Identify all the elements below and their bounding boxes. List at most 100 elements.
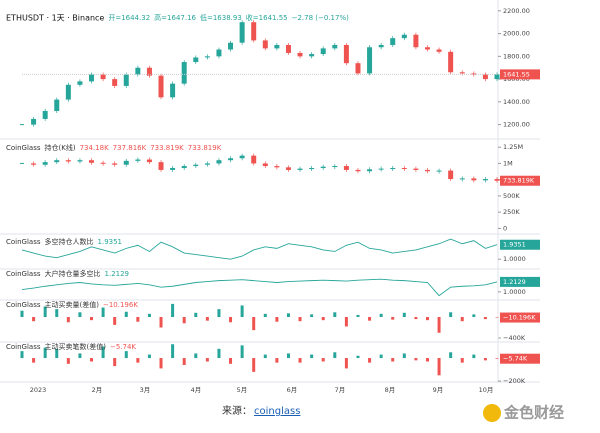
volume-bar — [78, 312, 82, 318]
volume-bar — [55, 309, 59, 318]
panel-name: 持仓(K线) — [45, 143, 76, 152]
y-tick-label: 2200.00 — [503, 7, 530, 15]
volume-bar — [368, 358, 372, 363]
volume-bar — [147, 313, 151, 318]
y-tick-label: 1200.00 — [503, 121, 530, 129]
candle-body — [424, 47, 430, 50]
footer-label: 来源： — [222, 404, 252, 417]
volume-bar — [20, 310, 24, 318]
candle-body — [390, 167, 396, 169]
panel-title: CoinGlass — [6, 270, 41, 278]
volume-bar — [43, 347, 47, 359]
volume-bar — [286, 353, 290, 359]
volume-bar — [286, 313, 290, 318]
volume-bar — [229, 358, 233, 364]
candle-body — [401, 34, 407, 39]
candle-body — [54, 160, 60, 163]
volume-bar — [310, 314, 314, 318]
volume-bar — [240, 305, 244, 318]
candle-body — [31, 118, 37, 125]
x-tick-label: 2023 — [30, 386, 47, 394]
volume-bar — [495, 317, 499, 318]
candle-body — [459, 178, 465, 180]
candle-body — [89, 74, 95, 82]
candle-body — [424, 169, 430, 172]
candle-body — [181, 62, 187, 84]
volume-bar — [101, 346, 105, 359]
volume-bar — [90, 317, 94, 321]
legend-value: 737.816K — [113, 144, 147, 152]
candle-body — [112, 163, 118, 165]
volume-bar — [472, 354, 476, 359]
volume-bar — [483, 358, 487, 361]
y-tick-label: −400K — [503, 334, 526, 342]
volume-bar — [171, 303, 175, 318]
volume-bar — [124, 351, 128, 359]
candle-body — [228, 158, 234, 161]
candle-body — [378, 168, 384, 170]
candle-body — [77, 160, 83, 162]
candle-body — [309, 54, 315, 57]
volume-bar — [310, 354, 314, 359]
current-value-label: 1.2129 — [503, 278, 526, 286]
candle-body — [332, 44, 338, 49]
candle-body — [297, 52, 303, 57]
candle-body — [216, 49, 222, 57]
y-tick-label: 250K — [503, 208, 520, 216]
volume-bar — [379, 313, 383, 318]
x-tick-label: 7月 — [335, 386, 346, 394]
volume-bar — [449, 352, 453, 359]
candle-body — [401, 167, 407, 169]
x-tick-label: 8月 — [385, 386, 396, 394]
volume-bar — [194, 312, 198, 318]
x-tick-label: 9月 — [433, 386, 444, 394]
y-tick-label: 2000.00 — [503, 30, 530, 38]
panel-title: CoinGlass — [6, 343, 41, 351]
candle-body — [355, 63, 361, 74]
volume-bar — [344, 317, 348, 327]
candle-body — [112, 79, 118, 86]
y-tick-label: 0 — [503, 224, 507, 232]
ratio-line — [21, 238, 498, 260]
volume-bar — [263, 313, 267, 318]
volume-bar — [298, 358, 302, 363]
candle-body — [262, 163, 268, 167]
current-value-box — [500, 353, 540, 364]
legend-value: −5.74K — [110, 343, 136, 351]
candle-body — [355, 169, 361, 172]
volume-bar — [252, 358, 256, 372]
volume-bar — [275, 358, 279, 363]
x-tick-label: 6月 — [287, 386, 298, 394]
candle-body — [239, 155, 245, 159]
y-tick-label: −200K — [503, 377, 526, 385]
footer-link[interactable]: coinglass — [254, 406, 300, 417]
volume-bar — [101, 307, 105, 318]
volume-bar — [379, 354, 383, 359]
legend-value: 收=1641.55 — [246, 13, 288, 22]
volume-bar — [113, 358, 117, 367]
x-tick-label: 2月 — [92, 386, 103, 394]
candle-body — [146, 159, 152, 163]
volume-bar — [263, 354, 267, 359]
candle-body — [204, 163, 210, 165]
candle-body — [274, 166, 280, 168]
candle-body — [239, 22, 245, 43]
volume-bar — [159, 358, 163, 369]
volume-bar — [391, 358, 395, 362]
x-tick-label: 5月 — [237, 386, 248, 394]
volume-bar — [356, 314, 360, 318]
panel-name: 主动买卖笔数(差值) — [45, 342, 107, 351]
candle-body — [413, 34, 419, 48]
candle-body — [193, 57, 199, 63]
panel-title: ETHUSDT · 1天 · Binance — [6, 14, 104, 23]
panel-title: CoinGlass — [6, 238, 41, 246]
candle-body — [31, 163, 37, 165]
candle-body — [367, 47, 373, 74]
legend-value: −10.196K — [103, 301, 138, 309]
candle-body — [146, 67, 152, 76]
candle-body — [158, 162, 164, 170]
candle-body — [297, 168, 303, 170]
volume-bar — [495, 358, 499, 359]
x-tick-label: 4月 — [191, 386, 202, 394]
candle-body — [170, 167, 176, 170]
